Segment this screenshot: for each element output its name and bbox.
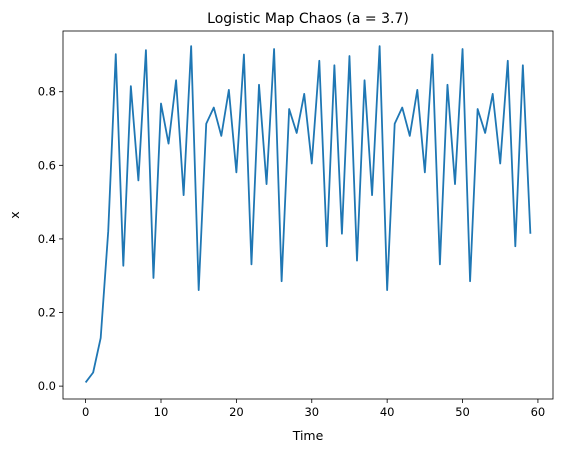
series-layer bbox=[84, 45, 532, 383]
plot-area bbox=[62, 30, 554, 400]
y-tick-label: 0.2 bbox=[38, 306, 56, 320]
series-line bbox=[84, 45, 532, 383]
x-tick-label: 60 bbox=[531, 405, 546, 419]
x-axis: 0 10 20 30 40 50 60 bbox=[82, 399, 545, 419]
x-tick-label: 50 bbox=[455, 405, 470, 419]
y-tick-label: 0.6 bbox=[38, 158, 56, 172]
y-axis-label: x bbox=[7, 211, 22, 218]
chart-title: Logistic Map Chaos (a = 3.7) bbox=[207, 11, 409, 27]
plot-frame bbox=[62, 30, 554, 400]
y-tick-label: 0.8 bbox=[38, 85, 56, 99]
y-tick-label: 0.0 bbox=[38, 379, 56, 393]
x-axis-label: Time bbox=[292, 428, 324, 443]
x-tick-label: 30 bbox=[304, 405, 319, 419]
y-axis: 0.0 0.2 0.4 0.6 0.8 bbox=[38, 85, 63, 393]
y-tick-label: 0.4 bbox=[38, 232, 56, 246]
x-tick-label: 20 bbox=[229, 405, 244, 419]
x-tick-label: 40 bbox=[380, 405, 395, 419]
x-tick-label: 10 bbox=[154, 405, 169, 419]
x-tick-label: 0 bbox=[82, 405, 89, 419]
